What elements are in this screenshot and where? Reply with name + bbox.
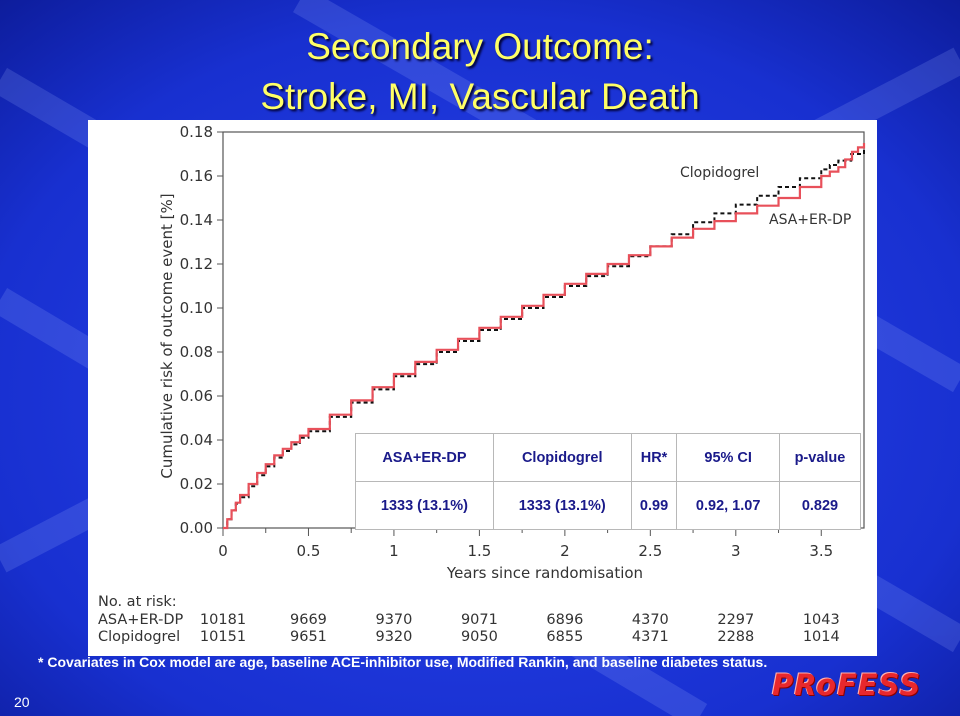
- results-value-row: 1333 (13.1%) 1333 (13.1%) 0.99 0.92, 1.0…: [355, 481, 862, 530]
- risk-value: 10151: [200, 629, 246, 645]
- risk-value: 9669: [290, 612, 327, 628]
- chart-panel: [88, 120, 877, 656]
- risk-value: 6896: [546, 612, 583, 628]
- risk-row-label-clopidogrel: Clopidogrel: [98, 629, 180, 645]
- results-table: ASA+ER-DP Clopidogrel HR* 95% CI p-value…: [355, 433, 862, 530]
- header-asa-er-dp: ASA+ER-DP: [355, 433, 494, 482]
- risk-value: 9320: [375, 629, 412, 645]
- y-tick-label: 0.10: [180, 299, 213, 317]
- slide-title-line-2: Stroke, MI, Vascular Death: [260, 76, 700, 117]
- y-tick-label: 0.08: [180, 343, 213, 361]
- number-at-risk: No. at risk: ASA+ER-DP Clopidogrel 10181…: [98, 594, 840, 645]
- x-tick-label: 0.5: [297, 542, 321, 560]
- footnote: * Covariates in Cox model are age, basel…: [38, 654, 768, 670]
- risk-row-label-asa: ASA+ER-DP: [98, 612, 184, 628]
- risk-value: 9370: [375, 612, 412, 628]
- risk-value: 1043: [803, 612, 840, 628]
- y-tick-label: 0.00: [180, 519, 213, 537]
- risk-title: No. at risk:: [98, 594, 177, 610]
- y-tick-label: 0.16: [180, 167, 213, 185]
- x-axis-label: Years since randomisation: [446, 564, 643, 582]
- x-tick-label: 0: [218, 542, 228, 560]
- risk-value: 9651: [290, 629, 327, 645]
- y-axis-label: Cumulative risk of outcome event [%]: [158, 193, 176, 478]
- risk-value: 6855: [546, 629, 583, 645]
- risk-value: 9071: [461, 612, 498, 628]
- tick-labels: 0.00 0.02 0.04 0.06 0.08 0.10 0.12 0.14 0.16 0.18…: [180, 123, 834, 560]
- slide-number: 20: [14, 694, 30, 710]
- value-ci: 0.92, 1.07: [676, 481, 780, 530]
- x-tick-label: 3.5: [809, 542, 833, 560]
- x-tick-label: 1: [389, 542, 399, 560]
- y-tick-label: 0.06: [180, 387, 213, 405]
- value-clopidogrel: 1333 (13.1%): [492, 481, 632, 530]
- risk-value: 2288: [717, 629, 754, 645]
- header-hr: HR*: [630, 433, 678, 482]
- header-clopidogrel: Clopidogrel: [492, 433, 632, 482]
- x-tick-label: 1.5: [467, 542, 491, 560]
- risk-value: 1014: [803, 629, 840, 645]
- value-p-value: 0.829: [778, 481, 862, 530]
- risk-value: 9050: [461, 629, 498, 645]
- header-ci: 95% CI: [676, 433, 780, 482]
- x-tick-label: 2: [560, 542, 570, 560]
- clopidogrel-series-label: Clopidogrel: [680, 165, 759, 181]
- series-lines: [223, 143, 866, 530]
- value-hr: 0.99: [630, 481, 678, 530]
- header-p-value: p-value: [778, 433, 862, 482]
- results-header-row: ASA+ER-DP Clopidogrel HR* 95% CI p-value: [355, 433, 862, 482]
- x-tick-label: 2.5: [638, 542, 662, 560]
- y-tick-label: 0.18: [180, 123, 213, 141]
- asa-er-dp-series-line: [223, 143, 866, 530]
- y-tick-label: 0.02: [180, 475, 213, 493]
- asa-er-dp-series-label: ASA+ER-DP: [769, 212, 851, 228]
- x-tick-label: 3: [731, 542, 741, 560]
- slide-title-line-1: Secondary Outcome:: [306, 26, 654, 67]
- value-asa-er-dp: 1333 (13.1%): [355, 481, 494, 530]
- y-tick-label: 0.14: [180, 211, 213, 229]
- risk-value: 4371: [632, 629, 669, 645]
- risk-value: 10181: [200, 612, 246, 628]
- profess-logo: PRoFESS: [772, 668, 922, 702]
- y-tick-label: 0.04: [180, 431, 213, 449]
- risk-value: 2297: [717, 612, 754, 628]
- y-tick-label: 0.12: [180, 255, 213, 273]
- km-chart: 0.00 0.02 0.04 0.06 0.08 0.10 0.12 0.14 0.16 0.18…: [98, 123, 866, 645]
- risk-value: 4370: [632, 612, 669, 628]
